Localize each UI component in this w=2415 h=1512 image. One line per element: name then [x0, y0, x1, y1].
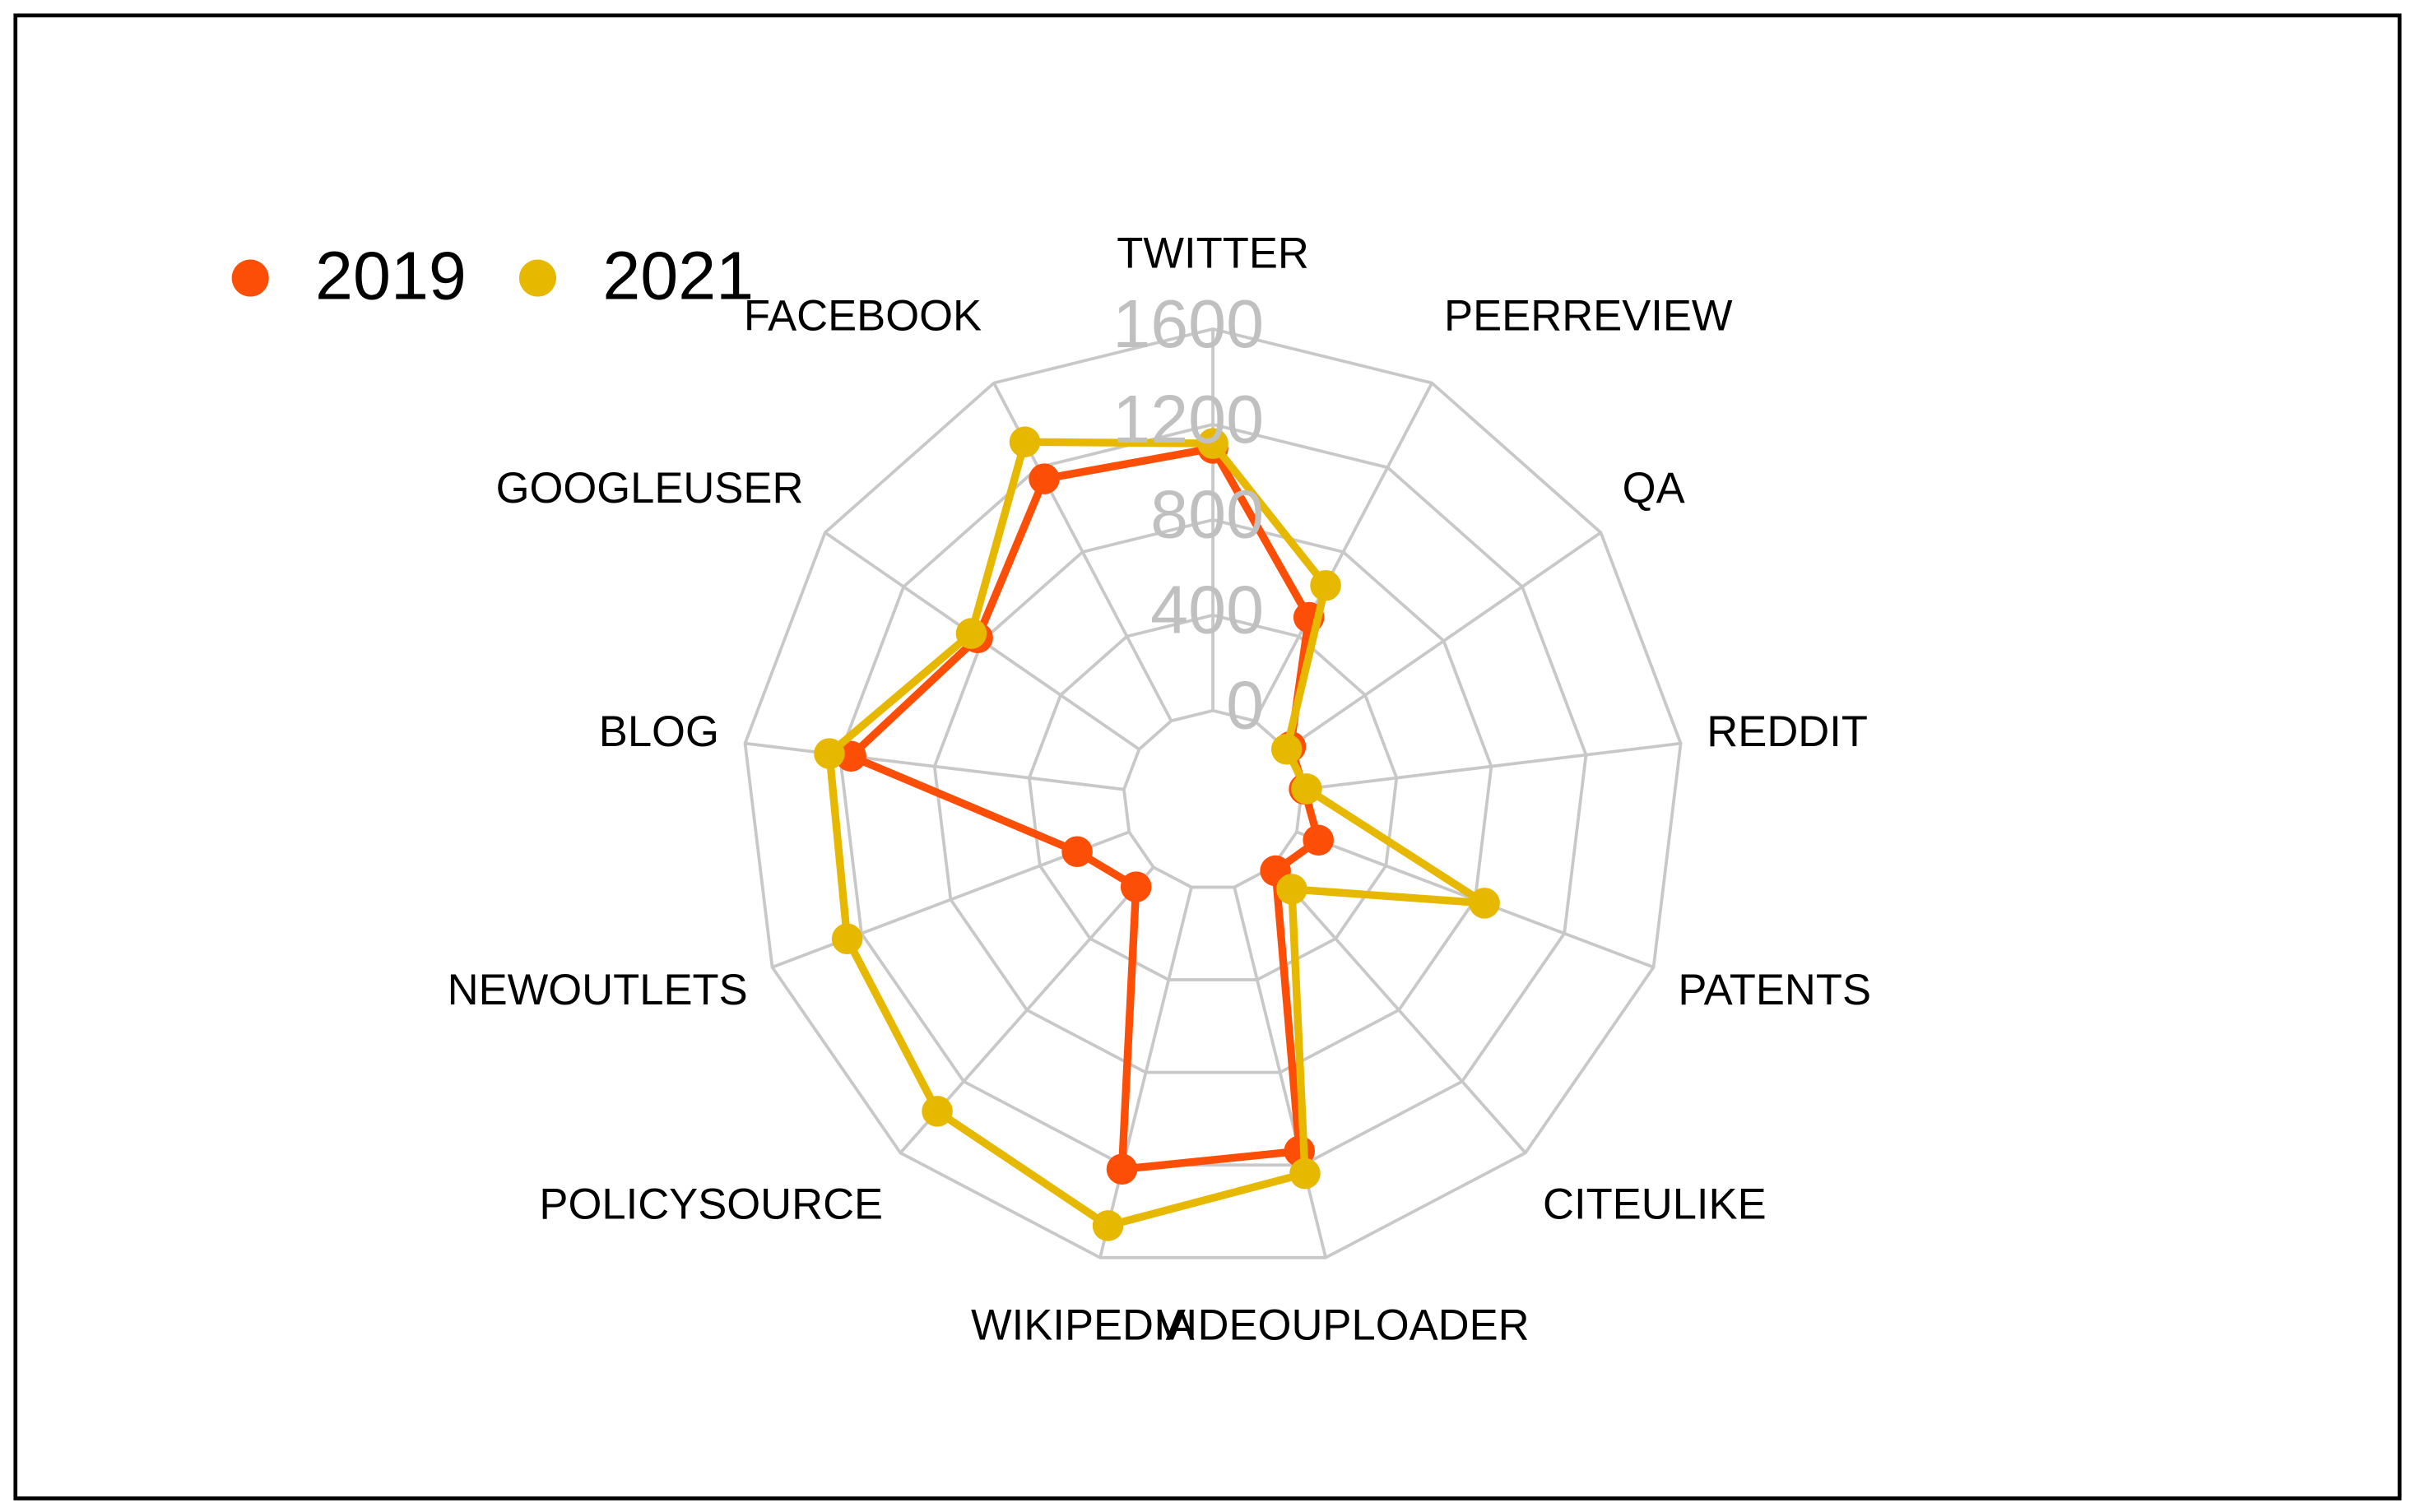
category-label: GOOGLEUSER: [496, 464, 804, 513]
grid-ring: [838, 422, 1588, 1167]
series-point: [922, 1096, 953, 1127]
radial-tick-label: 1200: [1112, 381, 1264, 457]
legend-label: 2019: [315, 238, 467, 314]
grid-spoke: [1098, 887, 1193, 1259]
radial-tick-label: 0: [1226, 667, 1264, 744]
category-label: WIKIPEDIA: [971, 1301, 1195, 1349]
legend-marker: [518, 259, 557, 297]
series-point: [1289, 1157, 1321, 1190]
series-point: [1469, 888, 1500, 919]
category-label: TWITTER: [1117, 230, 1309, 278]
series-point: [1120, 871, 1152, 902]
grid-ring: [743, 327, 1683, 1259]
series-point: [814, 738, 845, 769]
legend-marker: [231, 259, 269, 297]
grid-spoke: [1253, 382, 1433, 722]
marks: [814, 426, 1500, 1241]
series-point: [1061, 836, 1093, 868]
radial-tick-label: 800: [1150, 476, 1264, 553]
series-point: [1291, 773, 1322, 805]
grid-spoke: [745, 741, 1125, 791]
grid-spoke: [1285, 531, 1602, 751]
series-point: [1303, 824, 1334, 856]
grid-ring: [1027, 613, 1399, 981]
category-label: BLOG: [599, 707, 719, 756]
grid-spoke: [1301, 741, 1681, 791]
category-label: REDDIT: [1707, 707, 1868, 756]
labels: 0 400 800 1200 1600 TWITTER PEERREVIEW QA REDDIT…: [231, 230, 1871, 1349]
category-label: CITEULIKE: [1543, 1180, 1767, 1228]
series-point: [831, 923, 863, 955]
grid-ring: [932, 517, 1493, 1074]
category-label: QA: [1623, 464, 1685, 513]
series-point: [1092, 1210, 1124, 1241]
chart-border: [13, 13, 2402, 1500]
category-label: VIDEOUPLOADER: [1157, 1301, 1530, 1349]
category-label: NEWOUTLETS: [448, 966, 748, 1014]
legend-label: 2021: [602, 238, 754, 314]
radial-tick-label: 1600: [1112, 285, 1264, 362]
series-point: [1270, 734, 1303, 765]
category-label: PATENTS: [1678, 966, 1871, 1014]
series-point: [1029, 463, 1060, 494]
series-point: [955, 618, 987, 649]
grid-spoke: [1270, 865, 1527, 1154]
series-point: [1197, 428, 1228, 459]
radial-tick-label: 400: [1150, 572, 1264, 648]
category-label: PEERREVIEW: [1444, 291, 1733, 340]
series-point: [1310, 569, 1341, 601]
series-point: [1106, 1153, 1138, 1185]
series-point: [1009, 426, 1041, 457]
series-point: [1276, 874, 1307, 905]
grid-spoke: [1233, 887, 1327, 1259]
category-label: FACEBOOK: [744, 291, 982, 340]
category-label: POLICYSOURCE: [539, 1180, 883, 1228]
